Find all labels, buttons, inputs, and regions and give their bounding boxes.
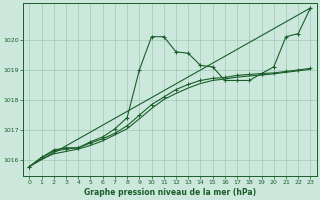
X-axis label: Graphe pression niveau de la mer (hPa): Graphe pression niveau de la mer (hPa) (84, 188, 256, 197)
